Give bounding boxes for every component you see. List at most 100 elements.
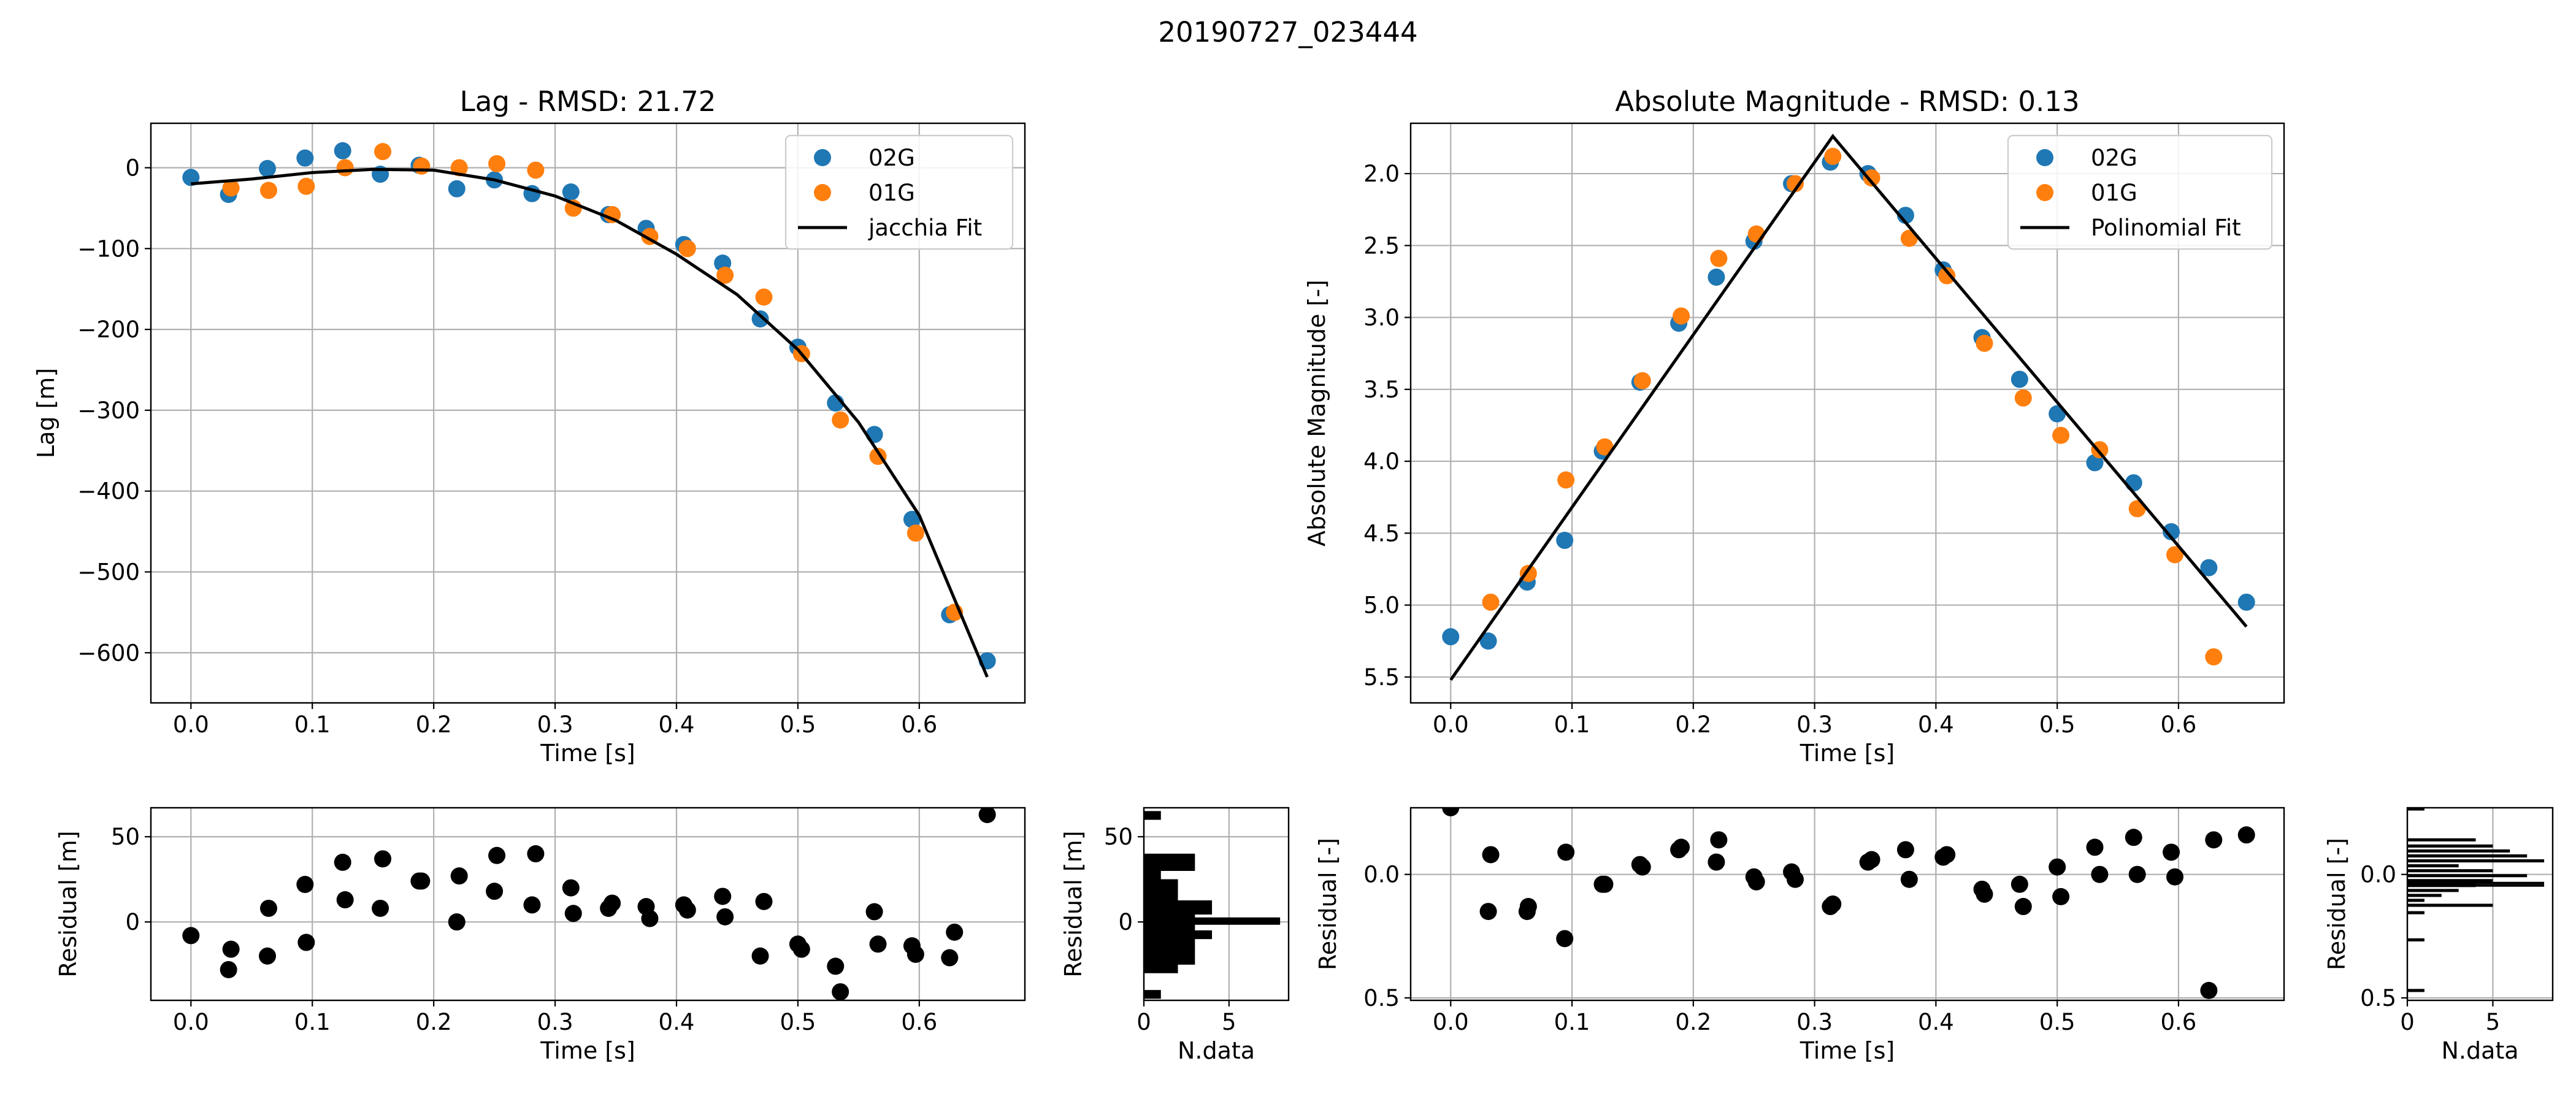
residual-point <box>827 957 845 975</box>
x-tick-label: 0.1 <box>294 711 331 738</box>
histogram-bar <box>2407 808 2425 811</box>
x-axis-label: Time [s] <box>1800 1037 1895 1064</box>
residual-point <box>372 899 389 917</box>
plot-area <box>182 142 996 678</box>
residual-point <box>297 933 315 951</box>
histogram-bar <box>2407 864 2459 868</box>
residual-point <box>259 899 277 917</box>
magnitude-residual-panel: 0.0 0.1 0.2 0.3 0.4 0.5 0.6 0.0 0.5 Time [s] Resid… <box>1314 807 2285 1064</box>
x-tick-label: 0.3 <box>537 711 573 738</box>
data-point-01G <box>374 143 392 161</box>
axes-frame <box>1409 122 2285 704</box>
residual-point <box>604 894 621 912</box>
y-tick-label: 5.0 <box>1363 592 1400 619</box>
axes-frame <box>150 807 1026 1002</box>
residual-point <box>1710 831 1728 849</box>
residual-point <box>1633 858 1651 876</box>
legend-label: 01G <box>2091 180 2137 206</box>
residual-point <box>714 887 732 905</box>
residual-point <box>946 923 964 941</box>
residual-point <box>448 913 466 931</box>
y-tick-label: 3.0 <box>1363 305 1400 331</box>
data-point-02G <box>751 310 769 328</box>
y-tick-label: 2.0 <box>1363 161 1400 187</box>
histogram-bar <box>1144 811 1161 820</box>
histogram-bar <box>2407 838 2476 841</box>
magnitude-residual-histogram-panel: 0 5 0.0 0.5 N.data Residual [-] <box>2323 807 2554 1064</box>
residual-point <box>1596 875 1614 893</box>
histogram-bar <box>1144 947 1195 956</box>
residual-point <box>2200 981 2218 999</box>
residual-point <box>182 927 200 945</box>
plot-area <box>2407 808 2545 992</box>
y-axis-label: Residual [m] <box>1060 830 1087 977</box>
legend-label: 01G <box>868 180 915 206</box>
residual-point <box>336 891 354 909</box>
residual-point <box>523 896 541 914</box>
residual-point <box>564 905 582 922</box>
y-tick-label: 0.0 <box>1363 862 1400 888</box>
x-tick-label: 5 <box>2486 1009 2501 1035</box>
data-point-01G <box>1710 250 1728 267</box>
residual-point <box>1556 930 1574 948</box>
x-tick-label: 0.1 <box>294 1009 331 1035</box>
residual-point <box>2049 858 2066 876</box>
x-tick-label: 0.5 <box>780 1009 816 1035</box>
residual-point <box>2086 838 2104 856</box>
data-point-02G <box>1708 268 1725 286</box>
legend-label: jacchia Fit <box>868 215 982 241</box>
legend-marker <box>2036 184 2053 201</box>
histogram-bar <box>1144 964 1178 973</box>
legend-label: 02G <box>2091 145 2137 171</box>
residual-point <box>527 845 545 863</box>
lag-residual-panel: 0.0 0.1 0.2 0.3 0.4 0.5 0.6 50 0 Time [s] Residual… <box>55 807 1026 1064</box>
fit-line <box>1449 134 2248 681</box>
x-tick-label: 0.3 <box>1796 711 1833 738</box>
histogram-bar <box>1144 879 1178 888</box>
residual-point <box>2163 843 2180 861</box>
histogram-bar <box>1144 956 1195 965</box>
data-point-01G <box>2205 648 2223 665</box>
y-tick-label: 0 <box>1118 909 1133 935</box>
histogram-bar <box>2407 899 2425 902</box>
x-tick-label: 0.5 <box>2039 711 2076 738</box>
residual-point <box>2091 865 2109 883</box>
y-tick-label: 0.5 <box>1363 985 1400 1011</box>
panel-title: Lag - RMSD: 21.72 <box>460 85 716 118</box>
legend-marker <box>2036 149 2053 166</box>
data-point-01G <box>1938 267 1956 285</box>
x-tick-label: 0.6 <box>2161 1009 2197 1035</box>
y-axis-label: Residual [-] <box>1314 838 1341 970</box>
data-point-02G <box>1479 632 1497 650</box>
histogram-bar <box>2407 938 2425 941</box>
x-tick-label: 0.6 <box>2161 711 2197 738</box>
residual-point <box>334 853 351 871</box>
x-tick-label: 0.6 <box>901 711 937 738</box>
histogram-bar <box>1144 907 1213 915</box>
x-axis-label: N.data <box>1178 1037 1255 1064</box>
data-point-02G <box>2086 454 2104 472</box>
y-tick-label: −400 <box>77 478 140 505</box>
residual-point <box>2237 826 2255 844</box>
histogram-bar <box>2407 869 2493 873</box>
histogram-bar <box>2407 903 2493 907</box>
histogram-bar <box>1144 924 1195 932</box>
x-tick-label: 0.4 <box>1918 1009 1954 1035</box>
histogram-bar <box>1144 853 1195 863</box>
data-point-02G <box>259 159 276 177</box>
fit-line <box>191 167 989 678</box>
data-point-01G <box>2052 426 2070 444</box>
data-point-01G <box>2014 389 2032 407</box>
legend-marker <box>814 149 831 166</box>
data-point-01G <box>604 205 621 223</box>
residual-point <box>222 940 240 958</box>
histogram-bar <box>1144 930 1213 940</box>
x-axis-label: Time [s] <box>540 740 635 767</box>
y-tick-label: 5.5 <box>1363 664 1400 691</box>
x-tick-label: 0.2 <box>1675 1009 1711 1035</box>
residual-point <box>751 947 769 965</box>
data-point-01G <box>1673 307 1690 325</box>
y-tick-label: 50 <box>1104 824 1133 850</box>
residual-point <box>562 879 580 897</box>
